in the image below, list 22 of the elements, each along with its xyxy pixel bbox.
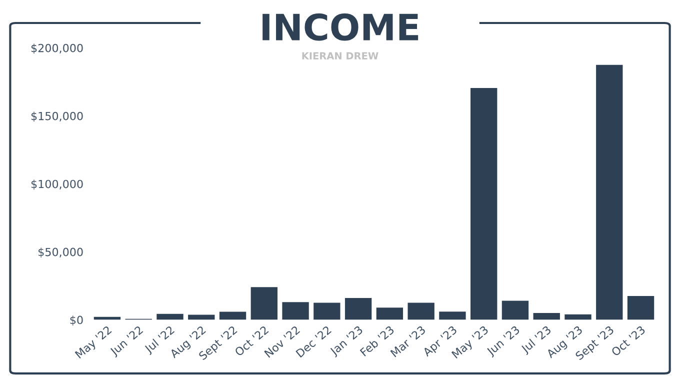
bar: [408, 302, 434, 320]
bar: [314, 302, 340, 320]
bar: [627, 296, 654, 320]
chart-title: INCOME: [262, 13, 418, 41]
bar: [470, 88, 498, 320]
bar: [282, 302, 309, 320]
y-tick-label: $200,000: [31, 44, 83, 54]
y-tick-label: $50,000: [38, 248, 83, 258]
bar: [439, 312, 466, 320]
bar: [156, 314, 184, 320]
bar: [564, 314, 592, 320]
y-tick-label: $150,000: [31, 112, 83, 122]
bar: [250, 287, 278, 320]
bar: [376, 308, 404, 320]
y-tick-label: $100,000: [31, 180, 83, 190]
bar: [502, 300, 529, 320]
bar: [219, 312, 246, 320]
bar: [596, 64, 623, 320]
bar: [533, 313, 560, 320]
chart-subtitle: KIERAN DREW: [302, 52, 378, 60]
bar: [344, 298, 372, 320]
y-tick-label: $0: [70, 316, 83, 326]
